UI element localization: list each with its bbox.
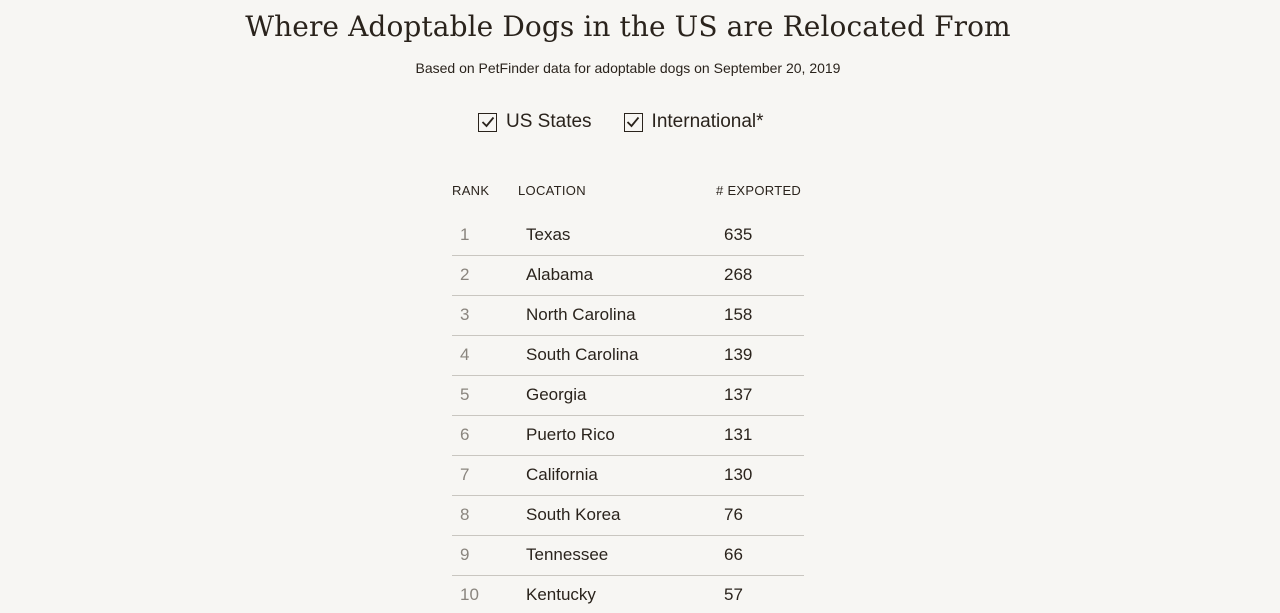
checkmark-icon <box>481 116 494 128</box>
page-title: Where Adoptable Dogs in the US are Reloc… <box>245 10 1011 43</box>
exported-count-cell: 66 <box>724 545 743 564</box>
us-states-label: US States <box>506 111 592 132</box>
column-header-exported: # EXPORTED <box>716 183 802 198</box>
page-subtitle: Based on PetFinder data for adoptable do… <box>415 60 841 76</box>
checkmark-icon <box>626 116 640 128</box>
rank-cell: 6 <box>460 425 470 444</box>
rank-cell: 7 <box>460 465 470 484</box>
rank-cell: 4 <box>460 345 470 364</box>
rank-cell: 8 <box>460 505 470 524</box>
table-row: 10 Kentucky 57 <box>452 576 804 613</box>
column-header-rank: RANK <box>452 183 490 198</box>
exported-count-cell: 76 <box>724 505 743 524</box>
rank-cell: 9 <box>460 545 470 564</box>
column-header-location: LOCATION <box>518 183 586 198</box>
table-row: 5 Georgia 137 <box>452 376 804 416</box>
exported-count-cell: 57 <box>724 585 743 604</box>
location-cell: California <box>526 465 598 484</box>
exported-count-cell: 139 <box>724 345 753 364</box>
international-checkbox[interactable] <box>623 112 643 132</box>
location-cell: Kentucky <box>526 585 596 604</box>
table-row: 1 Texas 635 <box>452 216 804 256</box>
rank-cell: 5 <box>460 385 470 404</box>
us-states-filter[interactable]: US States <box>478 111 592 133</box>
rank-cell: 2 <box>460 265 470 284</box>
location-cell: Alabama <box>526 265 594 284</box>
exported-count-cell: 268 <box>724 265 753 284</box>
exported-count-cell: 158 <box>724 305 753 324</box>
location-cell: Puerto Rico <box>526 425 615 444</box>
international-filter[interactable]: International* <box>623 111 764 133</box>
table-row: 2 Alabama 268 <box>452 256 804 296</box>
international-label: International* <box>651 111 764 132</box>
table-row: 6 Puerto Rico 131 <box>452 416 804 456</box>
exported-count-cell: 131 <box>724 425 753 444</box>
rank-cell: 10 <box>460 585 479 604</box>
location-cell: South Korea <box>526 505 621 524</box>
table-row: 3 North Carolina 158 <box>452 296 804 336</box>
table-row: 7 California 130 <box>452 456 804 496</box>
exported-count-cell: 137 <box>724 385 753 404</box>
location-cell: Texas <box>526 225 571 244</box>
location-cell: Tennessee <box>526 545 609 564</box>
location-cell: North Carolina <box>526 305 636 324</box>
location-cell: Georgia <box>526 385 587 404</box>
us-states-checkbox[interactable] <box>478 112 497 132</box>
table-row: 8 South Korea 76 <box>452 496 804 536</box>
location-cell: South Carolina <box>526 345 639 364</box>
table-row: 9 Tennessee 66 <box>452 536 804 576</box>
table-header: RANK LOCATION # EXPORTED <box>452 183 804 201</box>
table-row: 4 South Carolina 139 <box>452 336 804 376</box>
exported-count-cell: 130 <box>724 465 753 484</box>
rank-cell: 3 <box>460 305 470 324</box>
table-body: 1 Texas 635 2 Alabama 268 3 North Caroli… <box>452 216 804 613</box>
rank-cell: 1 <box>460 225 470 244</box>
exported-count-cell: 635 <box>724 225 753 244</box>
filter-group: US States International* <box>478 111 764 133</box>
